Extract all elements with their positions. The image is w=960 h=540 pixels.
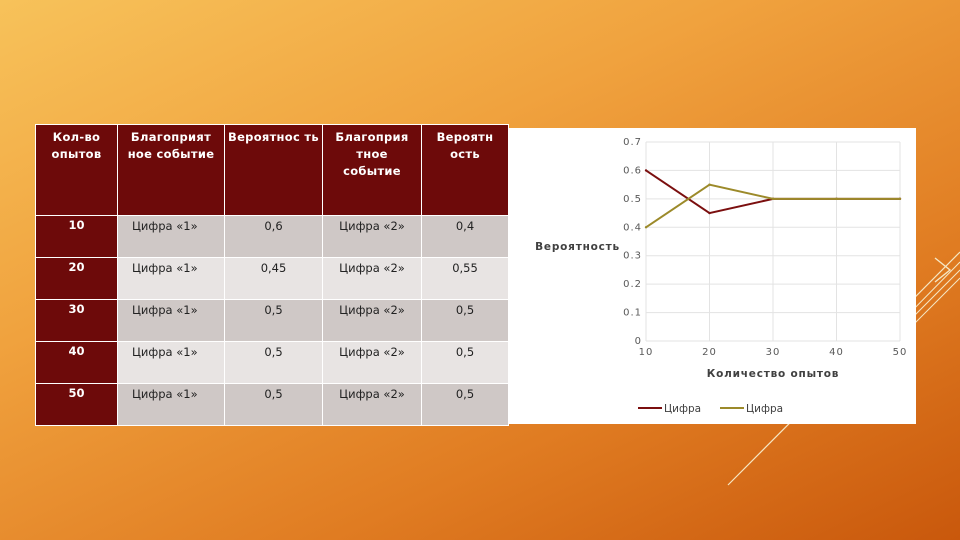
data-point — [644, 226, 648, 229]
table-cell: Цифра «2» — [322, 383, 422, 426]
table-cell: Цифра «1» — [117, 215, 225, 258]
table-row: 30 Цифра «1» 0,5 Цифра «2» 0,5 — [35, 299, 509, 342]
data-point — [708, 211, 711, 215]
legend-label-1: Цифра — [664, 403, 701, 415]
table-row: 40 Цифра «1» 0,5 Цифра «2» 0,5 — [35, 341, 509, 384]
table-cell: 0,5 — [224, 299, 323, 342]
y-tick-label: 0 — [635, 336, 642, 347]
data-point — [708, 183, 711, 186]
table-cell: Цифра «1» — [117, 341, 225, 384]
legend-label-2: Цифра — [746, 403, 783, 415]
data-point — [644, 169, 648, 172]
table-cell: 0,45 — [224, 257, 323, 300]
table-cell: 0,5 — [224, 341, 323, 384]
table-cell: 0,5 — [421, 299, 509, 342]
x-tick-label: 30 — [766, 347, 781, 358]
table-cell: 50 — [35, 383, 118, 426]
table-cell: Цифра «1» — [117, 257, 225, 300]
x-tick-label: 10 — [639, 347, 654, 358]
y-tick-label: 0.2 — [623, 279, 642, 290]
data-table: Кол-во опытов Благоприят ное событие Вер… — [35, 124, 509, 426]
header-cell: Вероятнос ть — [224, 124, 323, 216]
table-cell: 0,5 — [224, 383, 323, 426]
table-cell: 30 — [35, 299, 118, 342]
y-tick-label: 0.4 — [623, 222, 642, 233]
table-header-row: Кол-во опытов Благоприят ное событие Вер… — [35, 124, 509, 216]
table-row: 10 Цифра «1» 0,6 Цифра «2» 0,4 — [35, 215, 509, 258]
x-tick-label: 50 — [893, 347, 908, 358]
table-cell: 20 — [35, 257, 118, 300]
y-tick-label: 0.3 — [623, 251, 642, 262]
table-cell: Цифра «2» — [322, 299, 422, 342]
table-cell: 0,5 — [421, 341, 509, 384]
table-cell: Цифра «2» — [322, 341, 422, 384]
header-cell: Кол-во опытов — [35, 124, 118, 216]
table-cell: Цифра «1» — [117, 299, 225, 342]
header-cell: Вероятн ость — [421, 124, 509, 216]
data-point — [898, 197, 902, 201]
table-cell: 0,6 — [224, 215, 323, 258]
table-cell: 0,55 — [421, 257, 509, 300]
y-tick-label: 0.6 — [623, 165, 642, 176]
table-cell: 0,5 — [421, 383, 509, 426]
line-chart-panel: 0 0.1 0.2 0.3 0.4 0.5 0.6 0.7 10 20 30 40 50 Вероятно… — [508, 128, 916, 424]
header-cell: Благоприят ное событие — [117, 124, 225, 216]
table-cell: 0,4 — [421, 215, 509, 258]
y-axis-title: Вероятность — [535, 241, 620, 253]
table-cell: Цифра «1» — [117, 383, 225, 426]
table-row: 50 Цифра «1» 0,5 Цифра «2» 0,5 — [35, 383, 509, 426]
y-tick-label: 0.5 — [623, 194, 642, 205]
table-row: 20 Цифра «1» 0,45 Цифра «2» 0,55 — [35, 257, 509, 300]
line-chart: 0 0.1 0.2 0.3 0.4 0.5 0.6 0.7 10 20 30 40 50 Вероятно… — [535, 137, 908, 415]
chevron-right-icon — [934, 257, 952, 283]
x-tick-label: 40 — [829, 347, 844, 358]
y-tick-label: 0.1 — [623, 308, 642, 319]
y-tick-label: 0.7 — [623, 137, 642, 148]
table-cell: Цифра «2» — [322, 257, 422, 300]
x-tick-label: 20 — [702, 347, 717, 358]
data-point — [771, 197, 775, 201]
data-table-container: Кол-во опытов Благоприят ное событие Вер… — [35, 124, 509, 426]
table-cell: 10 — [35, 215, 118, 258]
data-point — [835, 197, 838, 201]
table-cell: Цифра «2» — [322, 215, 422, 258]
x-axis-title: Количество опытов — [707, 368, 840, 380]
header-cell: Благоприя тное событие — [322, 124, 422, 216]
table-cell: 40 — [35, 341, 118, 384]
